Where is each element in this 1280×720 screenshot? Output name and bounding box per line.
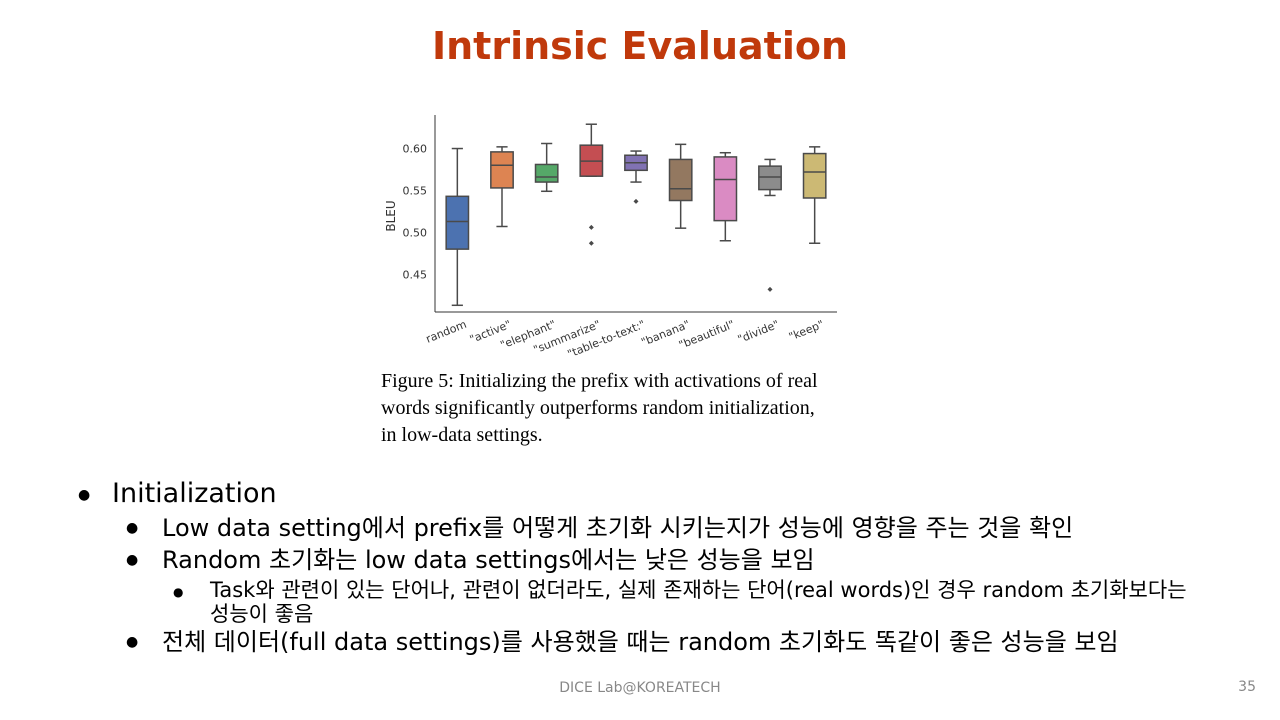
bullet-text: Task와 관련이 있는 단어나, 관련이 없더라도, 실제 존재하는 단어(r…: [210, 578, 1187, 626]
bullet-item: ● Initialization: [78, 476, 1258, 512]
y-tick-label: 0.50: [403, 226, 428, 239]
y-tick-label: 0.60: [403, 143, 428, 156]
box-5: [668, 143, 693, 229]
x-tick-label: "keep": [787, 318, 826, 344]
x-tick-label: random: [424, 318, 468, 346]
bullet-text: Low data setting에서 prefix를 어떻게 초기화 시키는지가…: [162, 514, 1074, 542]
bullet-dot-icon: ●: [78, 487, 91, 503]
y-tick-label: 0.45: [403, 268, 428, 281]
bullet-text: Initialization: [112, 478, 277, 509]
caption-line: Figure 5: Initializing the prefix with a…: [381, 370, 818, 392]
box-1: [490, 146, 514, 228]
slide-title: Intrinsic Evaluation: [431, 24, 848, 68]
box-8: [802, 146, 827, 245]
boxplot-chart: 0.45 0.50 0.55 0.60 random "active""elephant…: [384, 115, 837, 360]
box-body: [802, 152, 827, 199]
box-body: [758, 165, 782, 191]
bullet-text: Random 초기화는 low data settings에서는 낮은 성능을 …: [162, 546, 815, 574]
figure-caption: Figure 5: Initializing the prefix with a…: [381, 368, 891, 449]
box-6: [713, 151, 738, 242]
bullet-item: ● Low data setting에서 prefix를 어떻게 초기화 시키는…: [78, 512, 1258, 544]
chart-axes: [434, 115, 837, 313]
box-outlier: [633, 198, 639, 204]
x-axis-ticks: random "active""elephant""summarize""tabl…: [424, 318, 826, 360]
x-tick-label: "divide": [736, 318, 781, 346]
bullet-dot-icon: ●: [126, 552, 139, 568]
box-body: [534, 163, 559, 183]
caption-line: in low-data settings.: [381, 424, 543, 446]
box-3: [579, 123, 604, 246]
slide-footer: DICE Lab@KOREATECH: [559, 680, 721, 696]
box-outlier: [767, 286, 773, 292]
y-axis-label: BLEU: [384, 200, 398, 231]
bullet-dot-icon: ●: [173, 585, 184, 599]
bullet-item: ● Task와 관련이 있는 단어나, 관련이 없더라도, 실제 존재하는 단어…: [78, 576, 1210, 626]
box-4: [624, 150, 648, 204]
bullet-list: ● Initialization ● Low data setting에서 pr…: [78, 476, 1258, 654]
bullet-dot-icon: ●: [126, 634, 139, 650]
page-number: 35: [1238, 679, 1256, 695]
box-body: [445, 195, 470, 250]
box-outlier: [588, 224, 594, 230]
y-tick-label: 0.55: [403, 184, 428, 197]
bullet-item: ● Random 초기화는 low data settings에서는 낮은 성능…: [78, 544, 1258, 576]
box-body: [668, 158, 693, 202]
box-outlier: [588, 240, 594, 246]
box-7: [758, 158, 782, 292]
chart-boxes: [445, 123, 827, 307]
box-0: [445, 147, 470, 307]
box-body: [713, 156, 738, 222]
caption-line: words significantly outperforms random i…: [381, 397, 815, 419]
bullet-item: ● 전체 데이터(full data settings)를 사용했을 때는 ra…: [78, 626, 1192, 654]
bullet-text: 전체 데이터(full data settings)를 사용했을 때는 rand…: [162, 628, 1119, 656]
y-axis-ticks: 0.45 0.50 0.55 0.60: [403, 143, 428, 282]
box-2: [534, 142, 559, 193]
box-body: [490, 151, 514, 189]
bullet-dot-icon: ●: [126, 520, 139, 536]
